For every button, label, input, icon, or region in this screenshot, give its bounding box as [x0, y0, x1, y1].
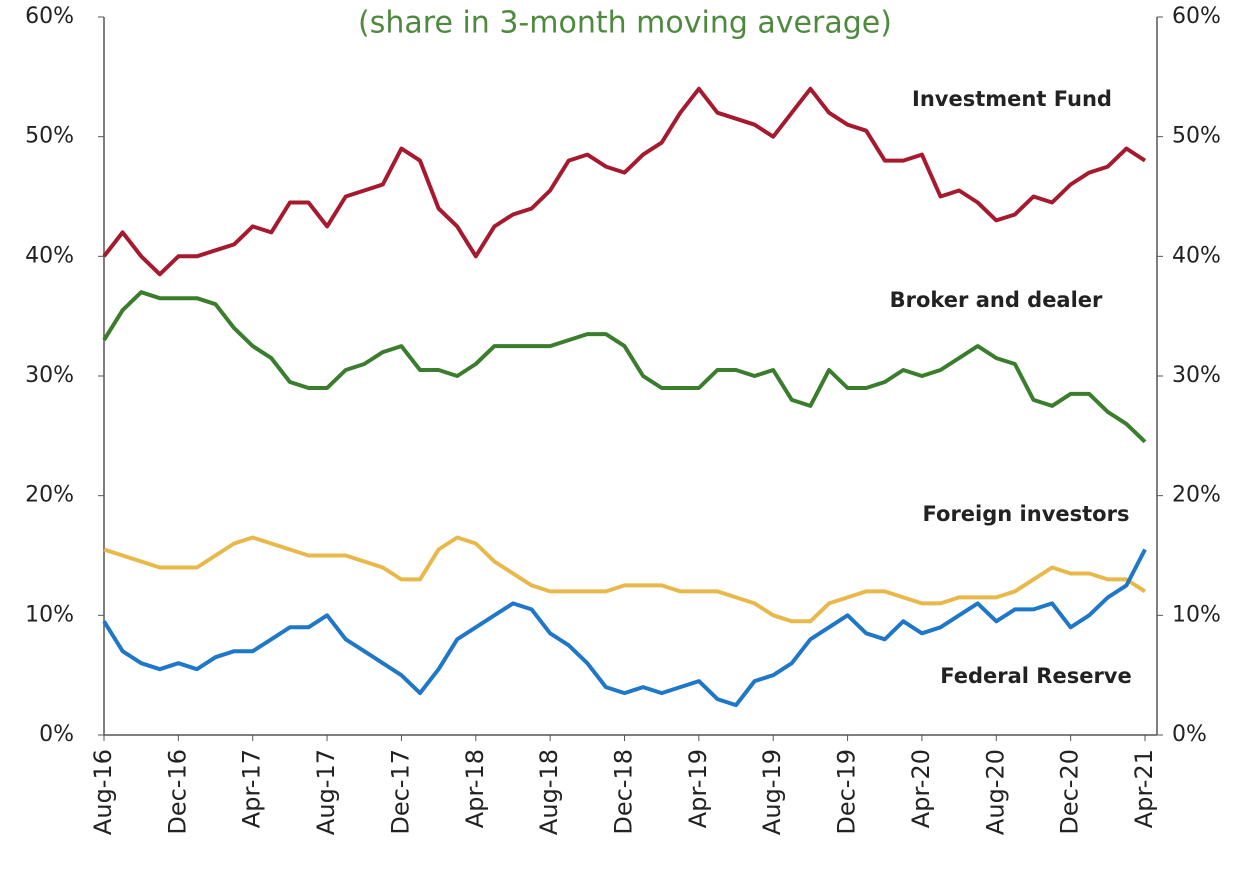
x-tick-label: Dec-20	[1056, 749, 1084, 835]
y-tick-label: 10%	[25, 602, 74, 627]
series-label: Foreign investors	[923, 502, 1130, 526]
series-line	[102, 86, 1147, 277]
series-label: Federal Reserve	[940, 664, 1132, 688]
y2-tick-label: 60%	[1172, 4, 1221, 29]
x-tick-label: Dec-17	[386, 749, 414, 835]
series-line	[103, 535, 1147, 624]
y2-tick-label: 40%	[1172, 243, 1221, 268]
y-tick-label: 30%	[25, 363, 74, 388]
y2-tick-label: 20%	[1172, 483, 1221, 508]
x-tick-label: Aug-18	[535, 749, 563, 835]
x-tick-label: Apr-20	[907, 749, 935, 828]
series-line	[102, 290, 1147, 444]
x-tick-label: Apr-18	[461, 749, 489, 828]
y2-tick-label: 50%	[1172, 124, 1221, 149]
x-tick-label: Dec-18	[610, 749, 638, 835]
y2-tick-label: 0%	[1172, 722, 1207, 747]
x-tick-label: Apr-21	[1130, 749, 1158, 828]
y2-tick-label: 10%	[1172, 602, 1221, 627]
series-line	[102, 548, 1147, 708]
y2-tick-label: 30%	[1172, 363, 1221, 388]
x-tick-label: Apr-19	[684, 749, 712, 828]
series-label: Broker and dealer	[890, 288, 1103, 312]
x-tick-label: Aug-19	[758, 749, 786, 835]
chart-subtitle: (share in 3-month moving average)	[358, 6, 892, 41]
x-tick-label: Dec-19	[833, 749, 861, 835]
y-tick-label: 60%	[25, 4, 74, 29]
y-tick-label: 0%	[39, 722, 74, 747]
series-label: Investment Fund	[912, 87, 1112, 111]
y-tick-label: 20%	[25, 483, 74, 508]
x-tick-label: Dec-16	[163, 749, 191, 835]
x-tick-label: Aug-16	[89, 749, 117, 835]
y-tick-label: 40%	[25, 243, 74, 268]
x-tick-label: Apr-17	[238, 749, 266, 828]
x-tick-label: Aug-20	[981, 749, 1009, 835]
y-tick-label: 50%	[25, 124, 74, 149]
x-tick-label: Aug-17	[312, 749, 340, 835]
